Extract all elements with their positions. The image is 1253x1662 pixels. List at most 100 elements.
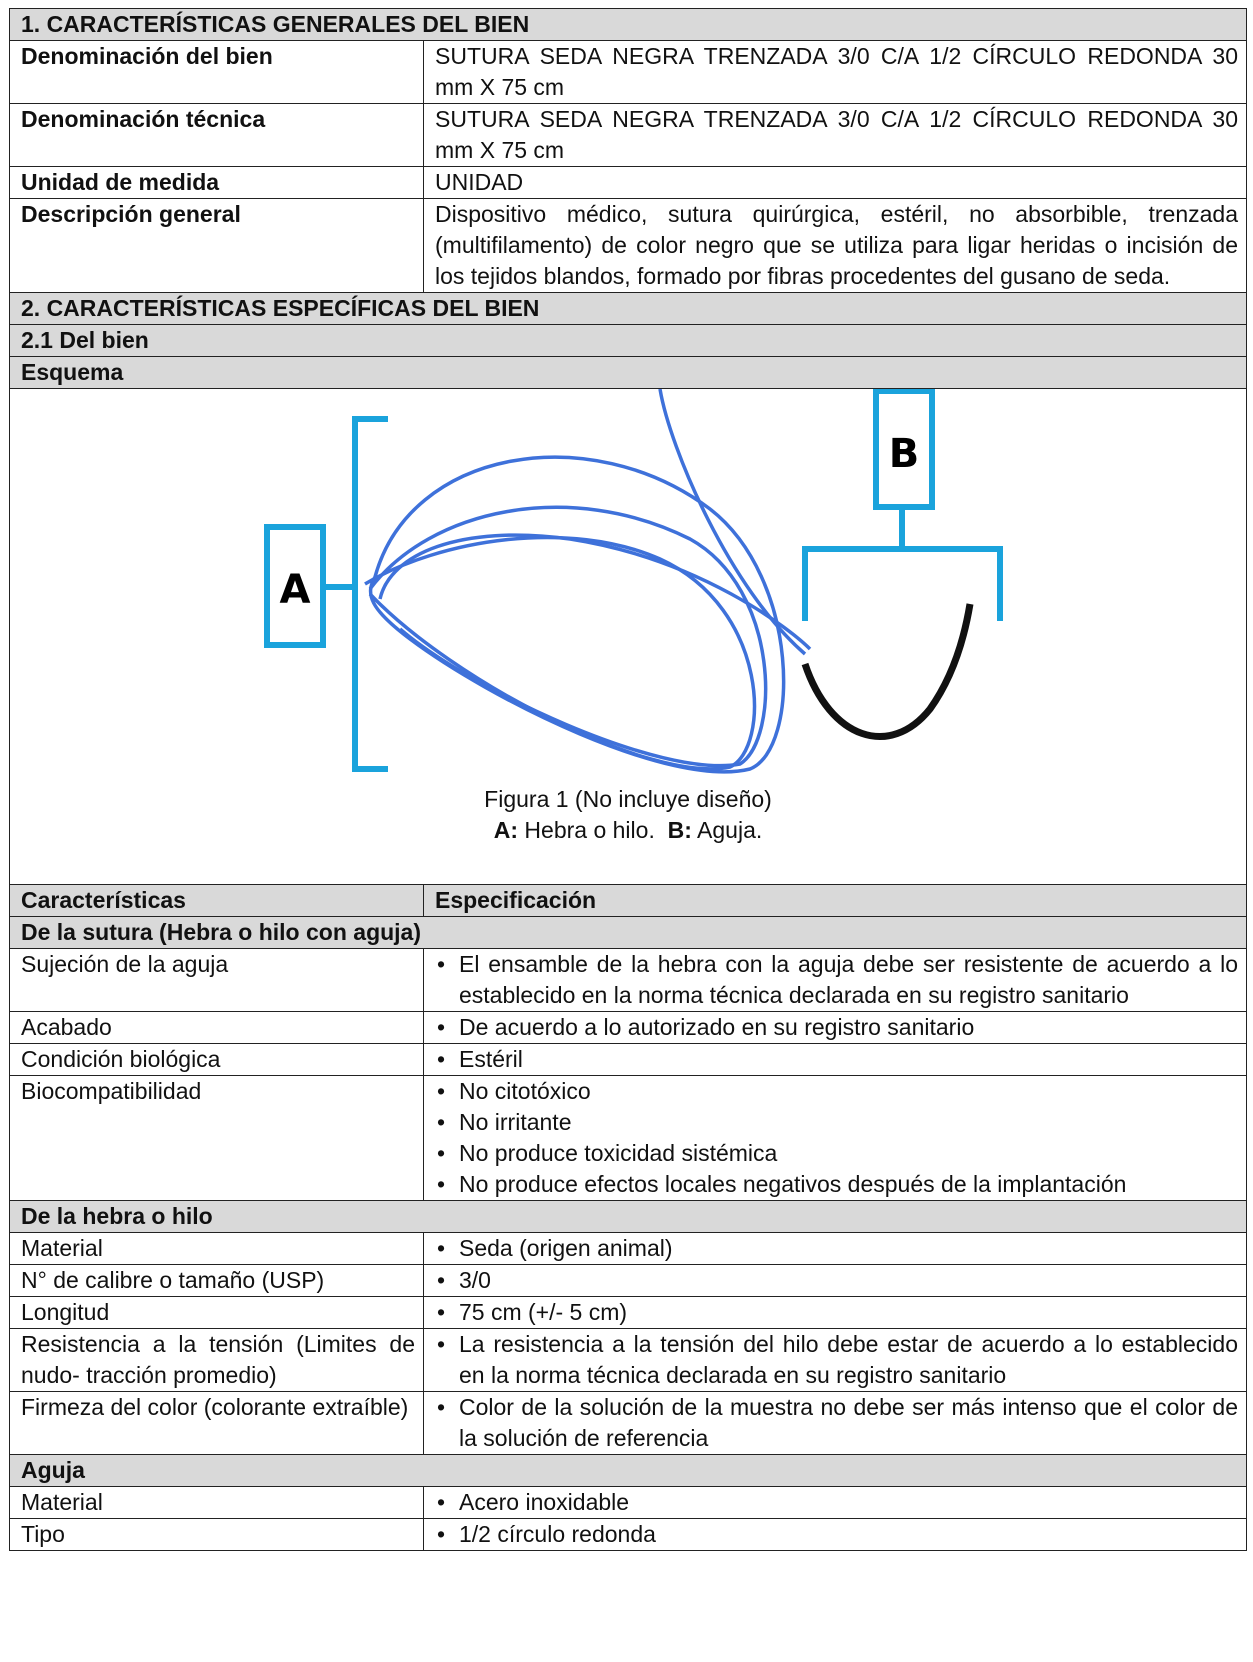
- bracket-b: [802, 509, 1003, 621]
- row: Características Especificación: [9, 884, 1247, 917]
- row: Denominación técnica SUTURA SEDA NEGRA TR…: [9, 103, 1247, 167]
- spec-label: Firmeza del color (colorante extraíble): [9, 1391, 424, 1455]
- spec-value: Acero inoxidable: [423, 1486, 1247, 1519]
- row: De la hebra o hilo: [9, 1200, 1247, 1233]
- legend-text: Aguja.: [697, 817, 763, 843]
- row: Material Seda (origen animal): [9, 1232, 1247, 1265]
- spec-item: No produce efectos locales negativos des…: [437, 1169, 1238, 1200]
- spec-list: Acero inoxidable: [435, 1487, 1238, 1518]
- spec-label: Material: [9, 1232, 424, 1265]
- spec-item: 3/0: [437, 1265, 1238, 1296]
- spec-value: Estéril: [423, 1043, 1247, 1076]
- spec-label: Material: [9, 1486, 424, 1519]
- section-title: 2. CARACTERÍSTICAS ESPECÍFICAS DEL BIEN: [9, 292, 1247, 325]
- figure-legend: A: Hebra o hilo. B: Aguja.: [10, 815, 1246, 846]
- spec-list: El ensamble de la hebra con la aguja deb…: [435, 949, 1238, 1011]
- spec-label: Biocompatibilidad: [9, 1075, 424, 1201]
- row: 2. CARACTERÍSTICAS ESPECÍFICAS DEL BIEN: [9, 292, 1247, 325]
- row: Esquema: [9, 356, 1247, 389]
- row: Aguja: [9, 1454, 1247, 1487]
- row: Denominación del bien SUTURA SEDA NEGRA T…: [9, 40, 1247, 104]
- spec-value: Color de la solución de la muestra no de…: [423, 1391, 1247, 1455]
- row: Longitud 75 cm (+/- 5 cm): [9, 1296, 1247, 1329]
- field-value: SUTURA SEDA NEGRA TRENZADA 3/0 C/A 1/2 C…: [423, 40, 1247, 104]
- spec-value: 1/2 círculo redonda: [423, 1518, 1247, 1551]
- spec-value: 75 cm (+/- 5 cm): [423, 1296, 1247, 1329]
- thread: [364, 389, 812, 774]
- row: 2.1 Del bien: [9, 324, 1247, 357]
- spec-list: 75 cm (+/- 5 cm): [435, 1297, 1238, 1328]
- bracket-a: [352, 416, 388, 772]
- spec-item: 75 cm (+/- 5 cm): [437, 1297, 1238, 1328]
- spec-value: 3/0: [423, 1264, 1247, 1297]
- row: Unidad de medida UNIDAD: [9, 166, 1247, 199]
- row: Descripción general Dispositivo médico, s…: [9, 198, 1247, 293]
- spec-item: La resistencia a la tensión del hilo deb…: [437, 1329, 1238, 1391]
- legend-text: Hebra o hilo.: [524, 817, 655, 843]
- field-label: Descripción general: [9, 198, 424, 293]
- column-header: Características: [9, 884, 424, 917]
- spec-list: De acuerdo a lo autorizado en su registr…: [435, 1012, 1238, 1043]
- field-label: Denominación técnica: [9, 103, 424, 167]
- group-title: Aguja: [9, 1454, 1247, 1487]
- row: Sujeción de la agujaEl ensamble de la he…: [9, 948, 1247, 1012]
- section-title: 1. CARACTERÍSTICAS GENERALES DEL BIEN: [9, 8, 1247, 41]
- spec-item: De acuerdo a lo autorizado en su registr…: [437, 1012, 1238, 1043]
- group-title: De la hebra o hilo: [9, 1200, 1247, 1233]
- spec-item: No irritante: [437, 1107, 1238, 1138]
- spec-label: Resistencia a la tensión (Limites de nud…: [9, 1328, 424, 1392]
- spec-value: El ensamble de la hebra con la aguja deb…: [423, 948, 1247, 1012]
- spec-label: Sujeción de la aguja: [9, 948, 424, 1012]
- field-value: Dispositivo médico, sutura quirúrgica, e…: [423, 198, 1247, 293]
- row: De la sutura (Hebra o hilo con aguja): [9, 916, 1247, 949]
- spec-value: La resistencia a la tensión del hilo deb…: [423, 1328, 1247, 1392]
- row: N° de calibre o tamaño (USP) 3/0: [9, 1264, 1247, 1297]
- legend-key: B:: [667, 817, 692, 843]
- row: A B Figura 1 (No incluye diseño) A: Hebra…: [9, 388, 1247, 885]
- spec-value: No citotóxicoNo irritanteNo produce toxi…: [423, 1075, 1247, 1201]
- needle: [801, 603, 974, 740]
- spec-list: No citotóxicoNo irritanteNo produce toxi…: [435, 1076, 1238, 1200]
- spec-item: Acero inoxidable: [437, 1487, 1238, 1518]
- spec-value: Seda (origen animal): [423, 1232, 1247, 1265]
- spec-label: Condición biológica: [9, 1043, 424, 1076]
- spec-label: N° de calibre o tamaño (USP): [9, 1264, 424, 1297]
- legend-key: A:: [493, 817, 519, 843]
- spec-item: 1/2 círculo redonda: [437, 1519, 1238, 1550]
- document: 1. CARACTERÍSTICAS GENERALES DEL BIEN Den…: [9, 8, 1247, 1551]
- spec-item: Color de la solución de la muestra no de…: [437, 1392, 1238, 1454]
- spec-label: Longitud: [9, 1296, 424, 1329]
- row: 1. CARACTERÍSTICAS GENERALES DEL BIEN: [9, 8, 1247, 41]
- spec-label: Tipo: [9, 1518, 424, 1551]
- spec-list: Estéril: [435, 1044, 1238, 1075]
- spec-item: No produce toxicidad sistémica: [437, 1138, 1238, 1169]
- suture-illustration: A B: [264, 389, 1003, 774]
- column-header: Especificación: [423, 884, 1247, 917]
- subsection-title: 2.1 Del bien: [9, 324, 1247, 357]
- spec-list: 3/0: [435, 1265, 1238, 1296]
- spec-list: Seda (origen animal): [435, 1233, 1238, 1264]
- field-label: Unidad de medida: [9, 166, 424, 199]
- spec-item: El ensamble de la hebra con la aguja deb…: [437, 949, 1238, 1011]
- box-a: [264, 524, 326, 648]
- figure-caption: Figura 1 (No incluye diseño): [484, 786, 772, 812]
- spec-item: No citotóxico: [437, 1076, 1238, 1107]
- figure-label: B: [889, 431, 920, 477]
- spec-item: Estéril: [437, 1044, 1238, 1075]
- row: Firmeza del color (colorante extraíble)C…: [9, 1391, 1247, 1455]
- spec-label: Acabado: [9, 1011, 424, 1044]
- row: Acabado De acuerdo a lo autorizado en su …: [9, 1011, 1247, 1044]
- box-b: [873, 389, 935, 510]
- spec-list: Color de la solución de la muestra no de…: [435, 1392, 1238, 1454]
- figure-label: A: [280, 567, 311, 613]
- spec-value: De acuerdo a lo autorizado en su registr…: [423, 1011, 1247, 1044]
- row: Material Acero inoxidable: [9, 1486, 1247, 1519]
- spec-item: Seda (origen animal): [437, 1233, 1238, 1264]
- spec-table: 1. CARACTERÍSTICAS GENERALES DEL BIEN Den…: [9, 8, 1247, 1551]
- subsection-title: Esquema: [9, 356, 1247, 389]
- row: Tipo 1/2 círculo redonda: [9, 1518, 1247, 1551]
- group-title: De la sutura (Hebra o hilo con aguja): [9, 916, 1247, 949]
- field-label: Denominación del bien: [9, 40, 424, 104]
- spec-list: 1/2 círculo redonda: [435, 1519, 1238, 1550]
